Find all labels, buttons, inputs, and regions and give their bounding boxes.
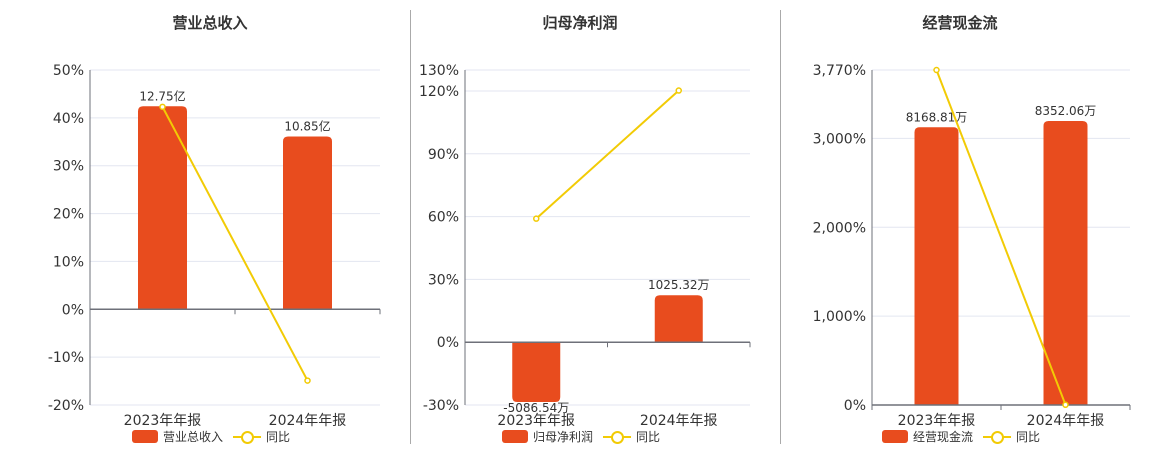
- legend-bar-label: 归母净利润: [533, 430, 594, 444]
- y-tick-label: 30%: [428, 272, 459, 288]
- bar-data-label: -5086.54万: [503, 401, 569, 415]
- bar-data-label: 1025.32万: [648, 278, 710, 292]
- y-tick-label: 0%: [62, 302, 84, 318]
- bar-data-label: 10.85亿: [284, 119, 330, 134]
- y-tick-label: 3,000%: [813, 131, 866, 147]
- legend-line-label: 同比: [1016, 430, 1041, 444]
- x-tick-label: 2023年年报: [898, 413, 976, 429]
- legend-line-label: 同比: [266, 430, 291, 444]
- yoy-line: [935, 69, 1067, 406]
- bar: [512, 342, 561, 402]
- yoy-line: [535, 89, 680, 220]
- legend-cash-flow[interactable]: 经营现金流 同比: [882, 428, 1040, 445]
- y-tick-label: 10%: [53, 254, 84, 270]
- legend-bar-label: 经营现金流: [913, 430, 974, 444]
- chart-title-revenue: 营业总收入: [172, 14, 248, 32]
- x-tick-label: 2024年年报: [1027, 413, 1105, 429]
- chart-title-net-profit: 归母净利润: [542, 14, 618, 32]
- y-tick-label: 3,770%: [813, 63, 866, 79]
- y-tick-label: 0%: [437, 335, 459, 351]
- legend-line-swatch: [233, 430, 262, 444]
- x-tick-label: 2023年年报: [497, 413, 575, 429]
- bar: [138, 106, 187, 310]
- y-tick-label: 30%: [53, 159, 84, 175]
- yoy-point: [533, 215, 540, 222]
- bar-data-label: 8168.81万: [906, 110, 968, 124]
- y-tick-label: -10%: [48, 350, 84, 366]
- legend-line-swatch: [603, 430, 632, 444]
- legend-bar-swatch: [882, 430, 908, 443]
- y-tick-label: 40%: [53, 111, 84, 127]
- y-tick-label: 120%: [419, 84, 459, 100]
- yoy-line: [161, 106, 309, 382]
- y-tick-label: -30%: [423, 398, 459, 414]
- bar-data-label: 8352.06万: [1035, 104, 1097, 118]
- legend-bar-label: 营业总收入: [163, 430, 224, 444]
- y-tick-label: 90%: [428, 147, 459, 163]
- bar: [654, 295, 703, 343]
- bar: [283, 136, 332, 310]
- x-tick-label: 2024年年报: [269, 413, 347, 429]
- chart-title-cash-flow: 经营现金流: [922, 14, 998, 32]
- y-tick-label: 130%: [419, 63, 459, 79]
- y-tick-label: 60%: [428, 210, 459, 226]
- y-tick-label: 20%: [53, 207, 84, 223]
- yoy-point: [675, 87, 682, 94]
- y-tick-label: 0%: [844, 398, 866, 414]
- legend-bar-swatch: [132, 430, 158, 443]
- yoy-point: [304, 377, 311, 384]
- y-tick-label: 1,000%: [813, 309, 866, 325]
- legend-line-label: 同比: [636, 430, 661, 444]
- legend-revenue[interactable]: 营业总收入 同比: [132, 428, 290, 445]
- y-tick-label: -20%: [48, 398, 84, 414]
- divider: [780, 10, 781, 444]
- legend-bar-swatch: [502, 430, 528, 443]
- legend-net-profit[interactable]: 归母净利润 同比: [502, 428, 660, 445]
- legend-line-swatch: [983, 430, 1012, 444]
- x-tick-label: 2024年年报: [640, 413, 718, 429]
- divider: [410, 10, 411, 444]
- y-tick-label: 50%: [53, 63, 84, 79]
- bar: [914, 127, 959, 405]
- bar-data-label: 12.75亿: [139, 88, 185, 103]
- y-tick-label: 2,000%: [813, 220, 866, 236]
- yoy-point: [1062, 401, 1069, 409]
- bar: [1043, 121, 1088, 405]
- yoy-point: [933, 66, 940, 74]
- x-tick-label: 2023年年报: [124, 413, 202, 429]
- yoy-point: [159, 103, 166, 111]
